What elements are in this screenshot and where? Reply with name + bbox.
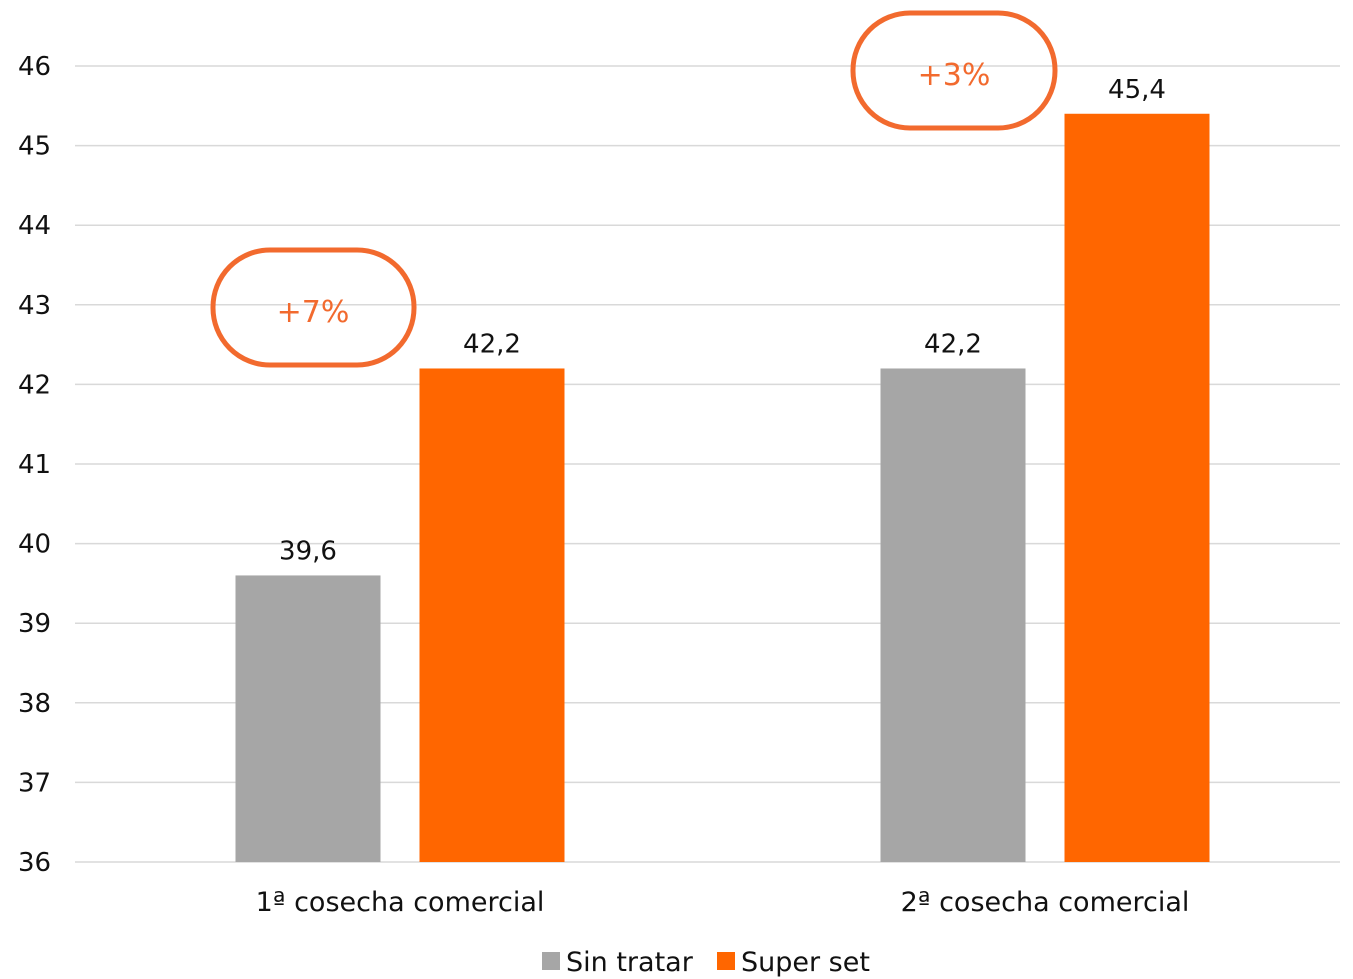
data-labels: 39,6 42,2 42,2 45,4 [279, 75, 1166, 567]
x-axis-categories: 1ª cosecha comercial 2ª cosecha comercial [256, 887, 1190, 918]
y-axis-ticks: 36 37 38 39 40 41 42 43 44 45 46 [18, 52, 51, 878]
y-tick-label: 37 [18, 768, 51, 798]
data-label: 42,2 [463, 329, 521, 359]
y-tick-label: 43 [18, 291, 51, 321]
legend: Sin tratar Super set [542, 947, 870, 978]
legend-swatch-sin-tratar [542, 952, 560, 970]
x-category-label: 1ª cosecha comercial [256, 887, 545, 918]
y-tick-label: 39 [18, 609, 51, 639]
bar [419, 368, 565, 862]
data-label: 42,2 [924, 329, 982, 359]
y-tick-label: 44 [18, 211, 51, 241]
y-tick-label: 41 [18, 450, 51, 480]
y-tick-label: 45 [18, 132, 51, 162]
y-tick-label: 38 [18, 689, 51, 719]
bars [235, 113, 1210, 862]
callout-badge: +7% [210, 247, 417, 368]
legend-swatch-super-set [717, 952, 735, 970]
callout-outline [850, 10, 1058, 131]
y-tick-label: 42 [18, 370, 51, 400]
data-label: 39,6 [279, 536, 337, 566]
bar [1064, 113, 1210, 862]
y-tick-label: 40 [18, 530, 51, 560]
callout-outline [210, 247, 417, 368]
data-label: 45,4 [1108, 75, 1166, 105]
callout-text: +7% [277, 295, 350, 330]
y-tick-label: 36 [18, 848, 51, 878]
y-tick-label: 46 [18, 52, 51, 82]
bar [235, 575, 381, 862]
legend-label-super-set: Super set [741, 947, 870, 978]
callout-text: +3% [918, 58, 991, 93]
bar [880, 368, 1026, 862]
legend-label-sin-tratar: Sin tratar [566, 947, 694, 978]
callout-badge: +3% [850, 10, 1058, 131]
x-category-label: 2ª cosecha comercial [901, 887, 1190, 918]
